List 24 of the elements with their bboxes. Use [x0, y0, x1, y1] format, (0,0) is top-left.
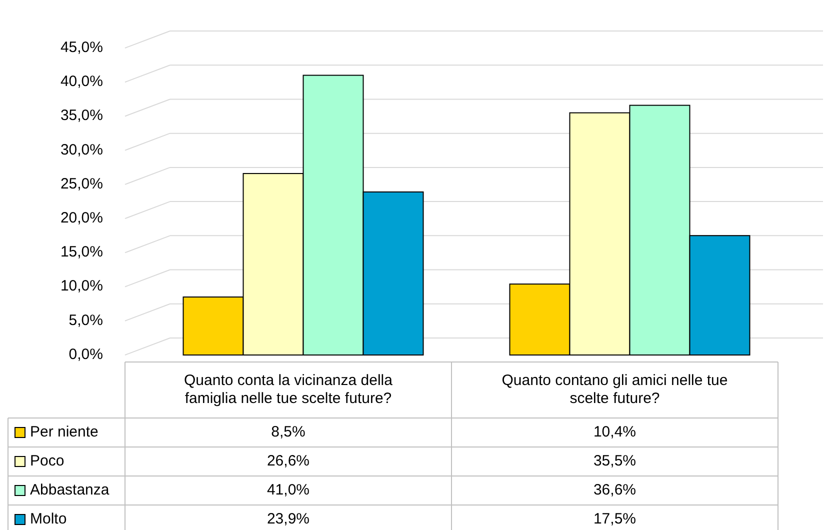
y-tick-label: 40,0%: [60, 73, 103, 90]
y-tick-label: 20,0%: [60, 210, 103, 227]
y-tick-label: 15,0%: [60, 244, 103, 261]
legend-label: Per niente: [30, 423, 98, 440]
data-label: 36,6%: [593, 481, 636, 498]
y-tick-label: 25,0%: [60, 175, 103, 192]
x-tick-label: Quanto conta la vicinanza della famiglia nelle tue scelte future?: [184, 372, 394, 407]
data-label: 23,9%: [266, 510, 310, 528]
y-tick-label: 30,0%: [60, 141, 103, 158]
legend-label: Molto: [30, 510, 67, 528]
y-tick-label: 45,0%: [60, 38, 103, 56]
y-tick-label: 0,0%: [68, 346, 103, 363]
y-tick-label: 10,0%: [60, 278, 103, 295]
legend-label: Poco: [30, 452, 64, 470]
data-label: 41,0%: [266, 481, 310, 498]
data-label: 10,4%: [593, 423, 636, 440]
data-label: 35,5%: [593, 452, 636, 470]
x-tick-label: Quanto contano gli amici nelle tue scelte future?: [502, 372, 728, 407]
y-tick-label: 5,0%: [68, 312, 103, 329]
y-tick-label: 35,0%: [60, 107, 103, 124]
legend-label: Abbastanza: [30, 481, 110, 498]
data-label: 17,5%: [593, 510, 636, 528]
data-label: 8,5%: [271, 423, 306, 440]
data-label: 26,6%: [266, 452, 310, 470]
